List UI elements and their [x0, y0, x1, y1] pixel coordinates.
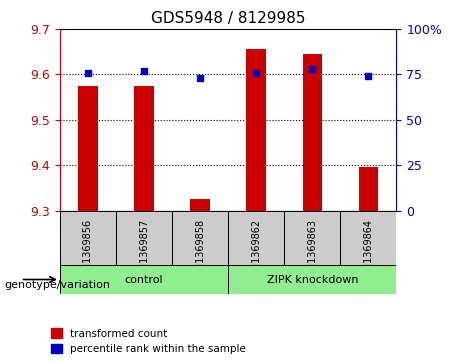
- Point: [140, 68, 148, 74]
- Bar: [247, 49, 266, 211]
- Bar: [134, 86, 154, 211]
- Point: [253, 70, 260, 76]
- Text: genotype/variation: genotype/variation: [5, 280, 111, 290]
- Point: [309, 66, 316, 72]
- FancyBboxPatch shape: [228, 265, 396, 294]
- Text: GSM1369858: GSM1369858: [195, 219, 205, 284]
- Point: [196, 75, 204, 81]
- Text: control: control: [125, 274, 163, 285]
- Text: GSM1369856: GSM1369856: [83, 219, 93, 284]
- Text: GSM1369862: GSM1369862: [251, 219, 261, 284]
- Bar: [78, 86, 98, 211]
- FancyBboxPatch shape: [284, 211, 340, 265]
- FancyBboxPatch shape: [340, 211, 396, 265]
- FancyBboxPatch shape: [228, 211, 284, 265]
- Title: GDS5948 / 8129985: GDS5948 / 8129985: [151, 12, 306, 26]
- FancyBboxPatch shape: [172, 211, 228, 265]
- Text: ZIPK knockdown: ZIPK knockdown: [266, 274, 358, 285]
- FancyBboxPatch shape: [60, 211, 116, 265]
- Bar: [190, 199, 210, 211]
- Text: GSM1369857: GSM1369857: [139, 219, 149, 284]
- Point: [84, 70, 92, 76]
- Bar: [302, 54, 322, 211]
- FancyBboxPatch shape: [116, 211, 172, 265]
- Text: GSM1369863: GSM1369863: [307, 219, 317, 284]
- Point: [365, 73, 372, 79]
- Legend: transformed count, percentile rank within the sample: transformed count, percentile rank withi…: [51, 329, 246, 354]
- Text: GSM1369864: GSM1369864: [363, 219, 373, 284]
- Bar: [359, 167, 378, 211]
- FancyBboxPatch shape: [60, 265, 228, 294]
